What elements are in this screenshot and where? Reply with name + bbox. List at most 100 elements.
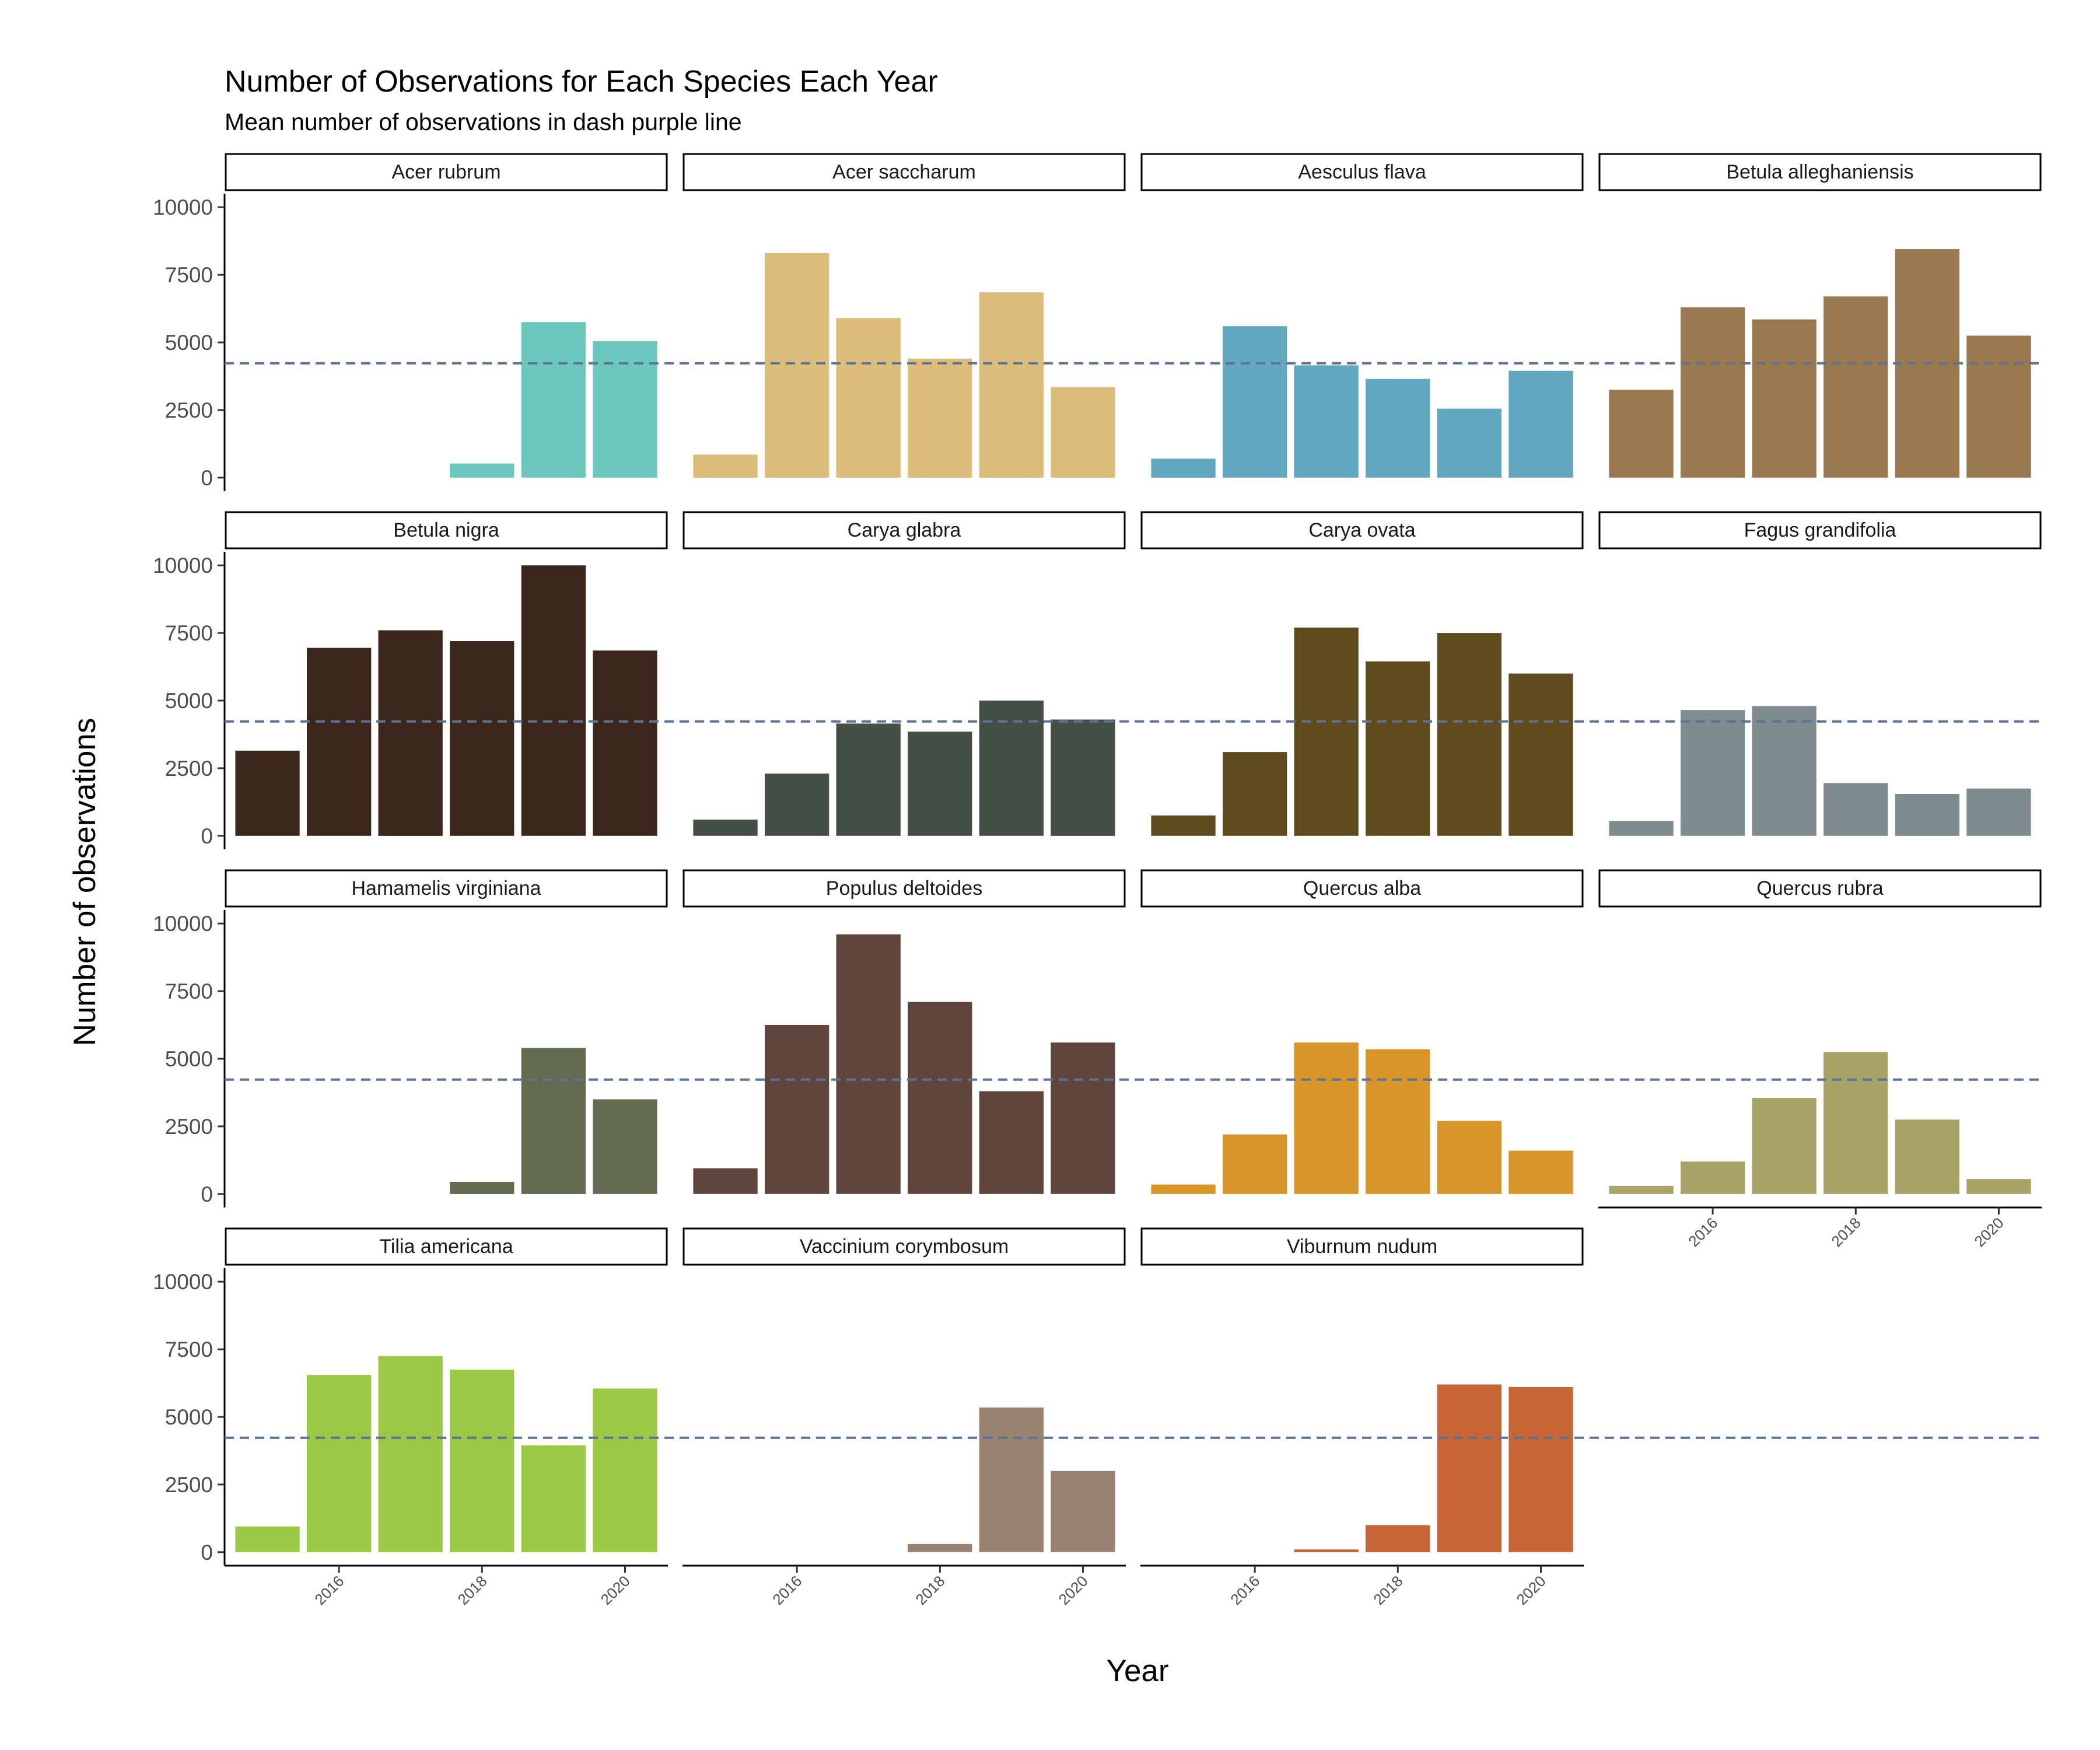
bar bbox=[1824, 783, 1888, 836]
facet-strip bbox=[1140, 869, 1584, 908]
bar bbox=[1294, 627, 1359, 836]
bar bbox=[1681, 1161, 1745, 1194]
bar bbox=[450, 1369, 514, 1552]
bar bbox=[1437, 633, 1502, 836]
y-tick-label: 0 bbox=[201, 1182, 213, 1206]
y-tick-label: 7500 bbox=[165, 621, 213, 645]
facet-panel: Aesculus flava bbox=[1140, 153, 1584, 478]
bar bbox=[1051, 719, 1115, 836]
bar bbox=[1681, 710, 1745, 836]
facet-panel: Carya ovata bbox=[1140, 511, 1584, 836]
facet-strip-label: Hamamelis virginiana bbox=[351, 877, 541, 900]
bar bbox=[1223, 752, 1287, 836]
facet-panel: Betula nigra 0 2500 5000 7500 10000 bbox=[153, 511, 668, 849]
y-tick-label: 0 bbox=[201, 824, 213, 848]
facet-panel: Carya glabra bbox=[682, 511, 1126, 836]
y-tick-label: 7500 bbox=[165, 1338, 213, 1362]
bar bbox=[1294, 1549, 1359, 1552]
facet-strip bbox=[682, 153, 1126, 191]
bar bbox=[1966, 335, 2031, 478]
bar bbox=[979, 701, 1044, 836]
bar bbox=[1609, 1185, 1674, 1194]
bar bbox=[378, 630, 443, 836]
facet-panel: Acer saccharum bbox=[682, 153, 1126, 478]
y-tick-label: 2500 bbox=[165, 1473, 213, 1497]
bar bbox=[1508, 370, 1573, 478]
bar bbox=[593, 1099, 657, 1194]
facet-panel: Populus deltoides bbox=[682, 869, 1126, 1194]
bar bbox=[1437, 1121, 1502, 1194]
chart-title: Number of Observations for Each Species … bbox=[225, 65, 938, 99]
bar bbox=[908, 1544, 972, 1552]
bar bbox=[1051, 1042, 1115, 1194]
bar bbox=[378, 1356, 443, 1552]
y-tick-label: 5000 bbox=[165, 689, 213, 713]
bar bbox=[450, 641, 514, 836]
facet-strip-label: Acer saccharum bbox=[832, 161, 976, 183]
y-tick-label: 10000 bbox=[153, 1270, 213, 1294]
y-tick-label: 2500 bbox=[165, 398, 213, 422]
facet-strip-label: Acer rubrum bbox=[391, 161, 501, 183]
facet-strip bbox=[225, 153, 668, 191]
y-tick-label: 10000 bbox=[153, 554, 213, 578]
bar bbox=[1966, 1179, 2031, 1194]
facet-strip bbox=[225, 869, 668, 908]
bar bbox=[1895, 794, 1959, 836]
bar bbox=[1824, 1052, 1888, 1194]
bar bbox=[1294, 1042, 1359, 1194]
bar bbox=[1966, 788, 2031, 836]
bar bbox=[1752, 319, 1817, 478]
bar bbox=[235, 750, 300, 836]
bar bbox=[1609, 390, 1674, 478]
bar bbox=[1366, 1049, 1430, 1194]
bar bbox=[1366, 379, 1430, 478]
y-tick-label: 2500 bbox=[165, 757, 213, 780]
bar bbox=[1508, 673, 1573, 836]
y-tick-label: 0 bbox=[201, 1541, 213, 1564]
bar bbox=[908, 1002, 972, 1194]
bar bbox=[1366, 661, 1430, 836]
bar bbox=[521, 1048, 586, 1194]
facet-strip bbox=[1598, 153, 2042, 191]
y-tick-label: 5000 bbox=[165, 1047, 213, 1071]
facet-panel: Hamamelis virginiana 0 2500 5000 7500 10000 bbox=[153, 869, 668, 1208]
facet-panels: Acer rubrum 0 2500 5000 7500 10000 Acer saccha… bbox=[153, 153, 2042, 1608]
bar bbox=[979, 1091, 1044, 1194]
bar bbox=[1752, 1098, 1817, 1194]
bar bbox=[1051, 387, 1115, 478]
bar bbox=[979, 1407, 1044, 1552]
facet-strip bbox=[682, 869, 1126, 908]
facet-strip bbox=[1140, 153, 1584, 191]
bar bbox=[307, 1375, 372, 1552]
y-tick-label: 10000 bbox=[153, 195, 213, 219]
bar bbox=[693, 820, 758, 836]
bar bbox=[836, 723, 901, 836]
bar bbox=[450, 463, 514, 478]
bar bbox=[1223, 326, 1287, 478]
bar bbox=[1151, 1184, 1216, 1194]
bar bbox=[979, 292, 1044, 478]
facet-strip bbox=[682, 511, 1126, 550]
facet-strip bbox=[1598, 511, 2042, 550]
bar bbox=[521, 565, 586, 836]
facet-panel: Quercus alba bbox=[1140, 869, 1584, 1194]
facet-panel: Betula alleghaniensis bbox=[1598, 153, 2042, 478]
bar bbox=[765, 253, 830, 478]
x-axis-title: Year bbox=[1106, 1654, 1168, 1688]
chart-subtitle: Mean number of observations in dash purp… bbox=[225, 108, 742, 135]
bar bbox=[1609, 821, 1674, 836]
bar bbox=[693, 1168, 758, 1194]
facet-strip-label: Carya ovata bbox=[1308, 519, 1415, 541]
bar bbox=[765, 1025, 830, 1194]
facet-strip bbox=[1140, 511, 1584, 550]
bar bbox=[307, 648, 372, 836]
facet-strip-label: Quercus rubra bbox=[1756, 877, 1883, 900]
y-tick-label: 2500 bbox=[165, 1115, 213, 1139]
y-tick-label: 7500 bbox=[165, 979, 213, 1003]
bar bbox=[1752, 706, 1817, 836]
bar bbox=[765, 774, 830, 836]
y-tick-label: 0 bbox=[201, 466, 213, 490]
facet-strip-label: Quercus alba bbox=[1303, 877, 1421, 900]
